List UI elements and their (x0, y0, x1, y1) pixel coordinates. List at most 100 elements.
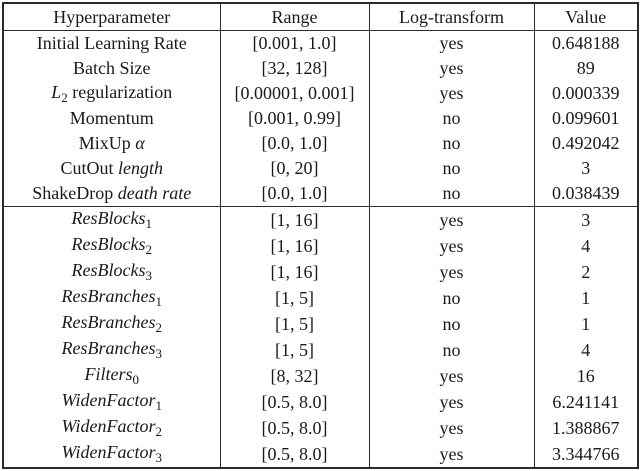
name-segment: Filters (84, 364, 133, 384)
range-cell: [1, 16] (219, 259, 369, 285)
log-transform-cell: no (368, 131, 534, 156)
hyperparameter-cell: WidenFactor1 (3, 389, 220, 415)
hyperparameter-cell: Batch Size (3, 56, 220, 81)
name-segment: ShakeDrop (32, 183, 118, 203)
range-cell: [8, 32] (219, 363, 369, 389)
table-row: Filters0 [8, 32] yes 16 (3, 363, 638, 389)
hyperparameter-cell: L2 regularization (3, 81, 220, 106)
value-cell: 0.099601 (533, 106, 638, 131)
hyperparameter-cell: ResBranches3 (3, 337, 220, 363)
log-transform-cell: no (368, 337, 534, 363)
log-transform-cell: yes (368, 30, 534, 56)
name-subscript: 2 (155, 320, 162, 335)
value-cell: 4 (533, 233, 638, 259)
table-row: WidenFactor1 [0.5, 8.0] yes 6.241141 (3, 389, 638, 415)
name-segment: ResBranches (61, 338, 156, 358)
name-segment: WidenFactor (61, 442, 156, 462)
value-cell: 3.344766 (533, 441, 638, 468)
hyperparameter-cell: ResBranches1 (3, 285, 220, 311)
hyperparameter-cell: Filters0 (3, 363, 220, 389)
name-subscript: 1 (145, 216, 152, 231)
value-cell: 3 (533, 156, 638, 181)
name-subscript: 1 (155, 294, 162, 309)
header-range: Range (219, 3, 369, 31)
hyperparameter-cell: MixUp α (3, 131, 220, 156)
range-cell: [1, 16] (219, 233, 369, 259)
table-row: Batch Size [32, 128] yes 89 (3, 56, 638, 81)
log-transform-cell: yes (368, 441, 534, 468)
range-cell: [1, 16] (219, 206, 369, 233)
range-cell: [0.001, 1.0] (219, 30, 369, 56)
name-subscript: 3 (145, 268, 152, 283)
table-row: Momentum [0.001, 0.99] no 0.099601 (3, 106, 638, 131)
table-row: ResBranches1 [1, 5] no 1 (3, 285, 638, 311)
log-transform-cell: no (368, 106, 534, 131)
log-transform-cell: no (368, 285, 534, 311)
table-row: ResBlocks2 [1, 16] yes 4 (3, 233, 638, 259)
header-log-transform: Log-transform (368, 3, 534, 31)
hyperparameter-cell: Momentum (3, 106, 220, 131)
hyperparameter-cell: CutOut length (3, 156, 220, 181)
name-segment: α (135, 133, 145, 153)
value-cell: 0.648188 (533, 30, 638, 56)
value-cell: 3 (533, 206, 638, 233)
table-group-architecture: ResBlocks1 [1, 16] yes 3 ResBlocks2 [1, 16] ye… (3, 206, 638, 468)
value-cell: 0.038439 (533, 181, 638, 207)
name-segment: WidenFactor (61, 390, 156, 410)
hyperparameter-cell: ResBlocks2 (3, 233, 220, 259)
range-cell: [0.0, 1.0] (219, 181, 369, 207)
value-cell: 0.492042 (533, 131, 638, 156)
name-subscript: 2 (155, 424, 162, 439)
log-transform-cell: yes (368, 56, 534, 81)
table-row: ShakeDrop death rate [0.0, 1.0] no 0.038439 (3, 181, 638, 207)
name-subscript: 0 (132, 372, 140, 387)
range-cell: [0.5, 8.0] (219, 415, 369, 441)
name-segment: ResBranches (61, 312, 156, 332)
table-row: MixUp α [0.0, 1.0] no 0.492042 (3, 131, 638, 156)
range-cell: [32, 128] (219, 56, 369, 81)
hyperparameter-cell: ResBlocks1 (3, 206, 220, 233)
table-row: ResBlocks1 [1, 16] yes 3 (3, 206, 638, 233)
log-transform-cell: yes (368, 389, 534, 415)
name-segment: death rate (117, 183, 192, 203)
range-cell: [0, 20] (219, 156, 369, 181)
log-transform-cell: yes (368, 415, 534, 441)
table-row: WidenFactor2 [0.5, 8.0] yes 1.388867 (3, 415, 638, 441)
name-segment: Initial Learning Rate (36, 33, 187, 53)
hyperparameter-cell: Initial Learning Rate (3, 31, 220, 57)
name-segment: ResBranches (61, 286, 156, 306)
hyperparameter-cell: WidenFactor2 (3, 415, 220, 441)
value-cell: 1.388867 (533, 415, 638, 441)
name-segment: MixUp (78, 133, 136, 153)
table-header: Hyperparameter Range Log-transform Value (3, 3, 638, 31)
name-subscript: 3 (155, 346, 162, 361)
table-row: ResBranches2 [1, 5] no 1 (3, 311, 638, 337)
name-segment: ResBlocks (71, 234, 146, 254)
name-segment: ResBlocks (71, 260, 146, 280)
table-group-training: Initial Learning Rate [0.001, 1.0] yes 0.64… (3, 30, 638, 207)
range-cell: [0.001, 0.99] (219, 106, 369, 131)
header-hyperparameter: Hyperparameter (3, 3, 220, 31)
hyperparameter-cell: ResBranches2 (3, 311, 220, 337)
header-value: Value (533, 3, 638, 31)
value-cell: 2 (533, 259, 638, 285)
log-transform-cell: yes (368, 81, 534, 106)
name-subscript: 1 (155, 398, 162, 413)
log-transform-cell: yes (368, 363, 534, 389)
range-cell: [1, 5] (219, 337, 369, 363)
name-segment: length (118, 158, 163, 178)
name-segment: ResBlocks (71, 208, 146, 228)
table-row: ResBlocks3 [1, 16] yes 2 (3, 259, 638, 285)
value-cell: 1 (533, 311, 638, 337)
range-cell: [0.0, 1.0] (219, 131, 369, 156)
name-segment: L (51, 81, 62, 102)
name-segment: CutOut (60, 158, 118, 178)
hyperparameter-cell: WidenFactor3 (3, 441, 220, 468)
name-subscript: 2 (61, 89, 68, 105)
range-cell: [0.00001, 0.001] (219, 81, 369, 106)
range-cell: [0.5, 8.0] (219, 389, 369, 415)
header-row: Hyperparameter Range Log-transform Value (3, 3, 638, 31)
log-transform-cell: no (368, 311, 534, 337)
